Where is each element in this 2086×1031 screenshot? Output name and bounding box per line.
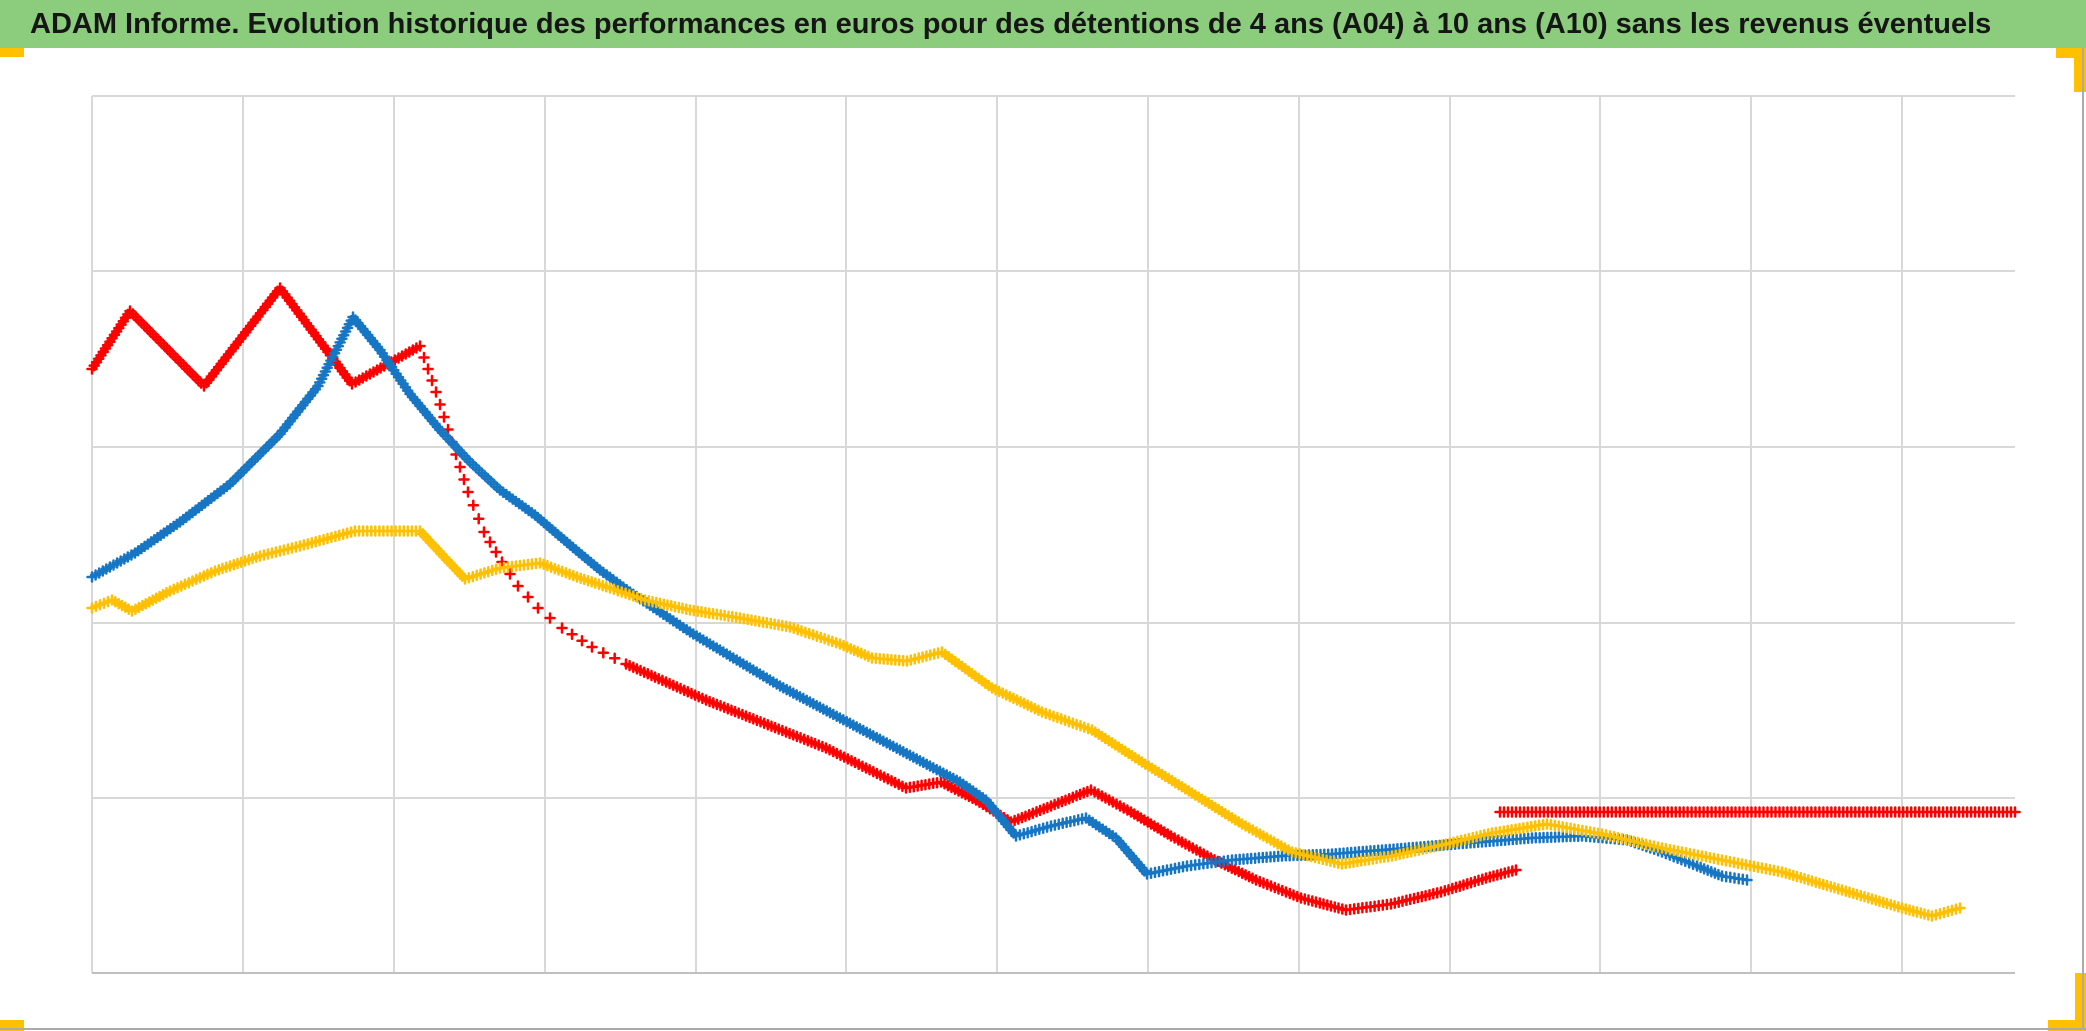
print-area-corner-mark-bottom-right-h: [2048, 1020, 2086, 1031]
performance-chart-plot[interactable]: [0, 48, 2086, 1031]
print-area-corner-mark-top-right-h: [2056, 48, 2086, 58]
print-area-corner-mark-bottom-left: [0, 1020, 24, 1031]
chart-title: ADAM Informe. Evolution historique des p…: [30, 7, 1992, 40]
window-border-right: [2082, 48, 2084, 1029]
print-area-corner-mark-bottom-right-v: [2075, 973, 2086, 1031]
print-area-corner-mark-top-left: [0, 48, 24, 57]
chart-title-bar: ADAM Informe. Evolution historique des p…: [0, 0, 2086, 48]
chart-area[interactable]: [0, 48, 2086, 1031]
window-border-bottom: [0, 1028, 2086, 1030]
